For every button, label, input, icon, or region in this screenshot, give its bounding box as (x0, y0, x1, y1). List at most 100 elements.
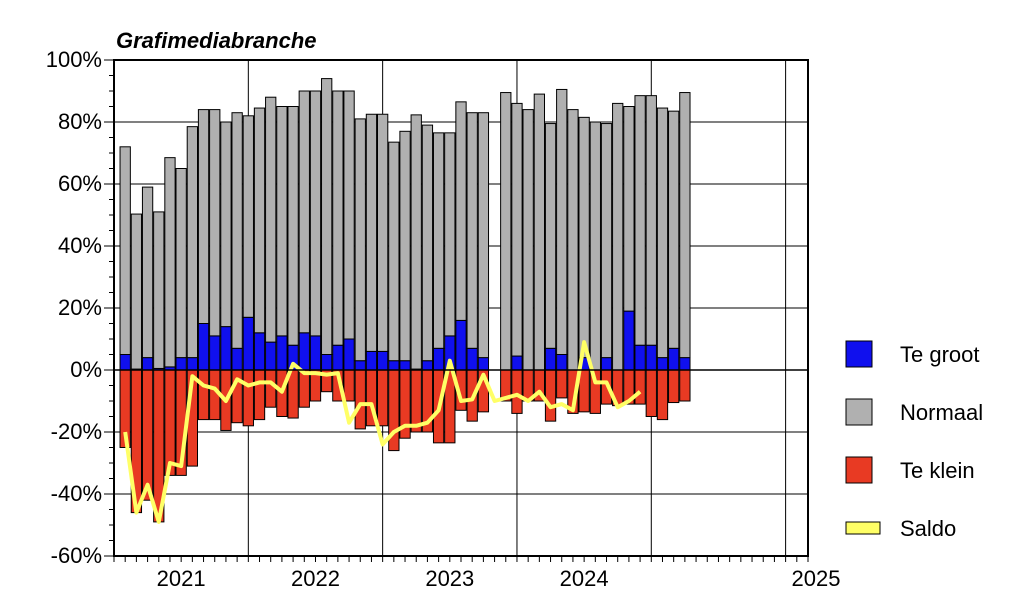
bar-normaal (343, 90, 355, 340)
bar-te-groot (679, 357, 691, 371)
x-tick-label: 2022 (291, 566, 340, 591)
bar-te-groot (298, 332, 310, 371)
y-tick-label: 60% (58, 171, 102, 196)
bar-te-groot (511, 355, 523, 371)
y-tick-label: 0% (70, 357, 102, 382)
bar-normaal (679, 92, 691, 359)
bar-te-klein (242, 369, 254, 427)
bar-te-groot (309, 335, 322, 371)
bar-normaal (612, 102, 624, 371)
bar-te-groot (399, 360, 411, 371)
y-tick-label: 40% (58, 233, 102, 258)
bar-normaal (399, 130, 411, 362)
bar-te-groot (175, 357, 187, 371)
bar-normaal (231, 112, 243, 349)
bar-te-groot (242, 316, 254, 371)
bar-te-groot (645, 344, 657, 371)
bar-normaal (388, 141, 400, 362)
bar-normaal (500, 92, 512, 371)
bar-normaal (589, 121, 601, 371)
x-tick-label: 2023 (425, 566, 474, 591)
legend: Te groot Normaal Te klein Saldo (845, 340, 983, 541)
bar-te-groot (231, 347, 243, 371)
bar-normaal (298, 90, 310, 334)
bar-normaal (276, 106, 288, 337)
bar-normaal (130, 213, 143, 370)
bar-normaal (141, 186, 154, 359)
bar-te-groot (265, 341, 277, 371)
bar-te-groot (354, 360, 366, 371)
bar-te-klein (343, 369, 355, 402)
bar-normaal (668, 110, 680, 349)
bar-te-groot (276, 335, 288, 371)
bar-normaal (656, 107, 669, 359)
bar-te-groot (220, 326, 232, 371)
bar-normaal (455, 101, 467, 321)
bar-normaal (119, 146, 131, 355)
x-tick-label: 2024 (560, 566, 609, 591)
bar-te-klein (197, 369, 210, 421)
bar-te-groot (656, 357, 669, 371)
bars (119, 78, 691, 523)
bar-te-klein (354, 369, 366, 430)
bar-normaal (634, 95, 646, 346)
saldo-line-group (123, 340, 642, 524)
bar-normaal (522, 109, 534, 371)
bar-te-groot (455, 319, 467, 371)
bar-te-groot (477, 357, 490, 371)
bar-te-klein (141, 369, 154, 501)
bar-normaal (153, 211, 165, 369)
bar-normaal (410, 114, 422, 370)
x-tick-label: 2025 (792, 566, 841, 591)
bar-te-groot (466, 347, 478, 371)
bar-te-groot (119, 354, 131, 371)
bar-te-klein (410, 369, 422, 433)
bar-normaal (164, 157, 176, 368)
bar-normaal (623, 106, 635, 312)
bar-normaal (466, 112, 478, 349)
bar-normaal (645, 95, 657, 346)
bar-normaal (511, 102, 523, 357)
y-tick-label: 20% (58, 295, 102, 320)
bar-te-groot (668, 347, 680, 371)
bar-te-groot (600, 357, 613, 371)
bar-normaal (578, 116, 590, 359)
bar-te-klein (253, 369, 266, 421)
bar-te-groot (544, 347, 557, 371)
bar-normaal (556, 88, 568, 355)
bar-te-klein (656, 369, 669, 421)
bar-te-klein (544, 369, 557, 422)
bar-te-groot (376, 350, 389, 371)
bar-normaal (186, 126, 199, 359)
bar-normaal (220, 121, 232, 328)
legend-swatch (845, 521, 881, 535)
bar-normaal (287, 106, 299, 346)
bar-te-klein (298, 369, 310, 408)
bar-te-groot (634, 344, 646, 371)
bar-te-klein (679, 369, 691, 402)
bar-normaal (253, 107, 266, 334)
bar-te-groot (365, 350, 378, 371)
y-tick-label: -40% (51, 481, 102, 506)
bar-te-groot (388, 360, 400, 371)
bar-te-groot (623, 310, 635, 371)
bar-normaal (197, 109, 210, 324)
x-tick-label: 2021 (157, 566, 206, 591)
bar-te-groot (343, 338, 355, 371)
bar-te-groot (141, 357, 154, 371)
legend-label: Saldo (900, 516, 956, 541)
bar-te-klein (556, 369, 568, 399)
bar-normaal (376, 113, 389, 352)
chart-title: Grafimediabranche (116, 28, 317, 53)
bar-normaal (600, 123, 613, 359)
bar-normaal (477, 112, 490, 359)
bar-te-klein (668, 369, 680, 404)
bar-normaal (444, 132, 456, 337)
legend-swatch (845, 340, 873, 368)
bar-te-klein (376, 369, 389, 427)
bar-te-groot (432, 347, 445, 371)
bar-te-klein (164, 369, 176, 476)
bar-normaal (567, 109, 579, 371)
bar-te-groot (209, 335, 221, 371)
